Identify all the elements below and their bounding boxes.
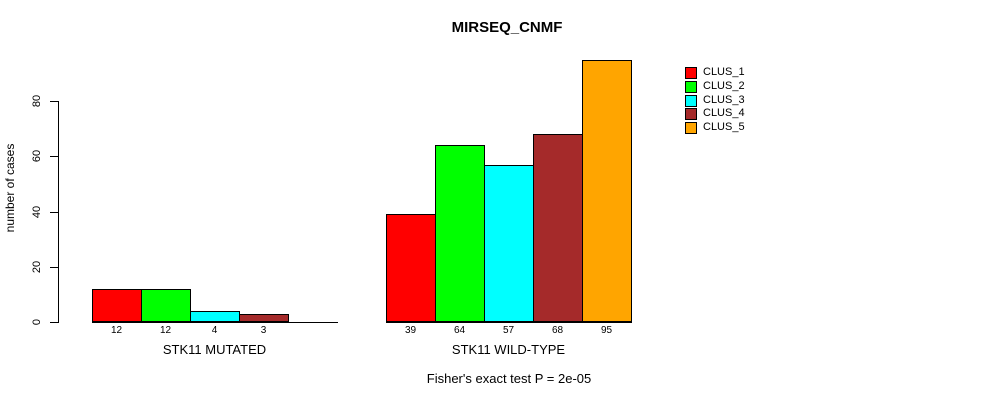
y-axis-tick-label: 60 [31,150,43,163]
y-axis-tick-label: 80 [31,94,43,108]
bar-clus_3 [484,165,534,322]
y-axis-tick [50,211,58,213]
y-axis-line [58,101,59,323]
bar-clus_1 [386,214,436,322]
legend-swatch-clus_2 [685,80,697,93]
bar-clus_5 [582,60,632,322]
group-baseline [92,322,338,323]
bar-value-label: 64 [453,325,466,336]
bar-value-label: 57 [502,325,515,336]
bar-value-label: 12 [110,325,123,336]
y-axis-tick [50,266,58,268]
y-axis-tick-label: 0 [31,318,43,326]
legend-swatch-clus_3 [685,94,697,107]
group-baseline [386,322,632,323]
legend-label: CLUS_4 [703,107,745,120]
y-axis-tick [50,156,58,158]
bar-clus_1 [92,289,142,322]
bar-clus_2 [141,289,191,322]
bar-clus_2 [435,145,485,322]
legend-swatch-clus_1 [685,67,697,79]
bar-clus_4 [239,314,289,322]
y-axis-title: number of cases [3,143,17,233]
group-label: STK11 MUTATED [162,342,267,357]
annotation-text: Fisher's exact test P = 2e-05 [426,371,592,386]
bar-value-label: 12 [159,325,172,336]
legend-swatch-clus_4 [685,108,697,121]
y-axis-tick [50,322,58,323]
bar-value-label: 3 [260,325,267,336]
bar-clus_3 [190,311,240,322]
bar-value-label: 39 [404,325,417,336]
legend-swatch-clus_5 [685,122,697,134]
y-axis-tick-label: 40 [31,205,43,218]
legend-label: CLUS_5 [703,121,745,133]
y-axis-tick-label: 20 [31,260,43,273]
chart-title: MIRSEQ_CNMF [451,19,563,36]
bar-value-label: 95 [600,325,613,336]
legend-label: CLUS_3 [703,93,745,106]
bar-value-label: 68 [551,325,564,336]
y-axis-tick [50,101,58,102]
bar-clus_4 [533,134,583,322]
bar-value-label: 4 [211,325,218,336]
legend-label: CLUS_1 [703,66,745,78]
legend-label: CLUS_2 [703,79,745,92]
group-label: STK11 WILD-TYPE [451,342,566,357]
